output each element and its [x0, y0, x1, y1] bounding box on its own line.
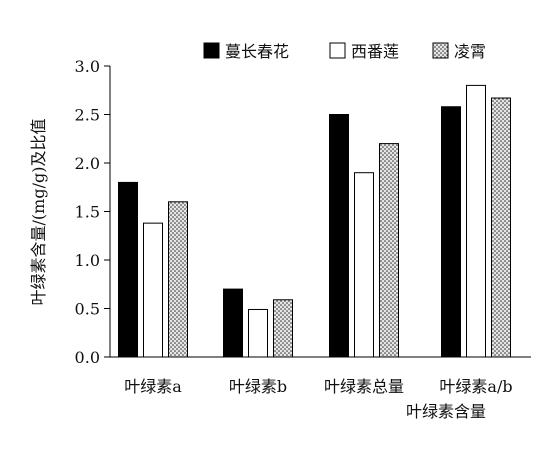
y-tick-label: 2.5 [75, 106, 100, 125]
bar-1-3 [329, 114, 349, 358]
y-tick-label: 3.0 [75, 57, 100, 76]
x-tick-label: 叶绿素a [124, 377, 182, 396]
bar-2-3 [354, 172, 374, 358]
legend-swatch-2 [329, 42, 346, 59]
legend-label-2: 西番莲 [351, 42, 399, 61]
bar-1-4 [441, 106, 461, 358]
x-tick-label-line2: 叶绿素含量 [406, 402, 486, 421]
bar-2-2 [248, 308, 268, 358]
x-tick-label: 叶绿素b [229, 377, 287, 396]
y-tick-label: 2.0 [75, 154, 100, 173]
legend-swatch-3 [432, 42, 449, 59]
bar-3-2 [273, 299, 293, 358]
bar-3-3 [379, 143, 399, 358]
bar-2-4 [466, 84, 486, 358]
bars [118, 84, 511, 358]
bar-1-1 [118, 181, 138, 358]
x-tick-label: 叶绿素总量 [324, 377, 404, 396]
legend-swatch-1 [203, 42, 220, 59]
y-axis-title: 叶绿素含量/(mg/g)及比值 [29, 119, 48, 306]
y-tick-label: 1.0 [75, 251, 100, 270]
x-tick-labels: 叶绿素a 叶绿素b 叶绿素总量 叶绿素a/b 叶绿素含量 [124, 377, 512, 421]
legend-label-3: 凌霄 [454, 42, 486, 61]
legend: 蔓长春花 西番莲 凌霄 [203, 42, 486, 61]
y-tick-label: 1.5 [75, 203, 100, 222]
y-tick-label: 0.5 [75, 300, 100, 319]
bar-3-1 [168, 201, 188, 358]
y-ticks: 0.0 0.5 1.0 1.5 2.0 2.5 3.0 [75, 57, 110, 367]
y-tick-label: 0.0 [75, 348, 100, 367]
x-tick-label: 叶绿素a/b [439, 377, 512, 396]
bar-1-2 [223, 288, 243, 358]
legend-label-1: 蔓长春花 [225, 42, 289, 61]
bar-3-4 [491, 97, 511, 358]
bar-2-1 [143, 222, 163, 358]
